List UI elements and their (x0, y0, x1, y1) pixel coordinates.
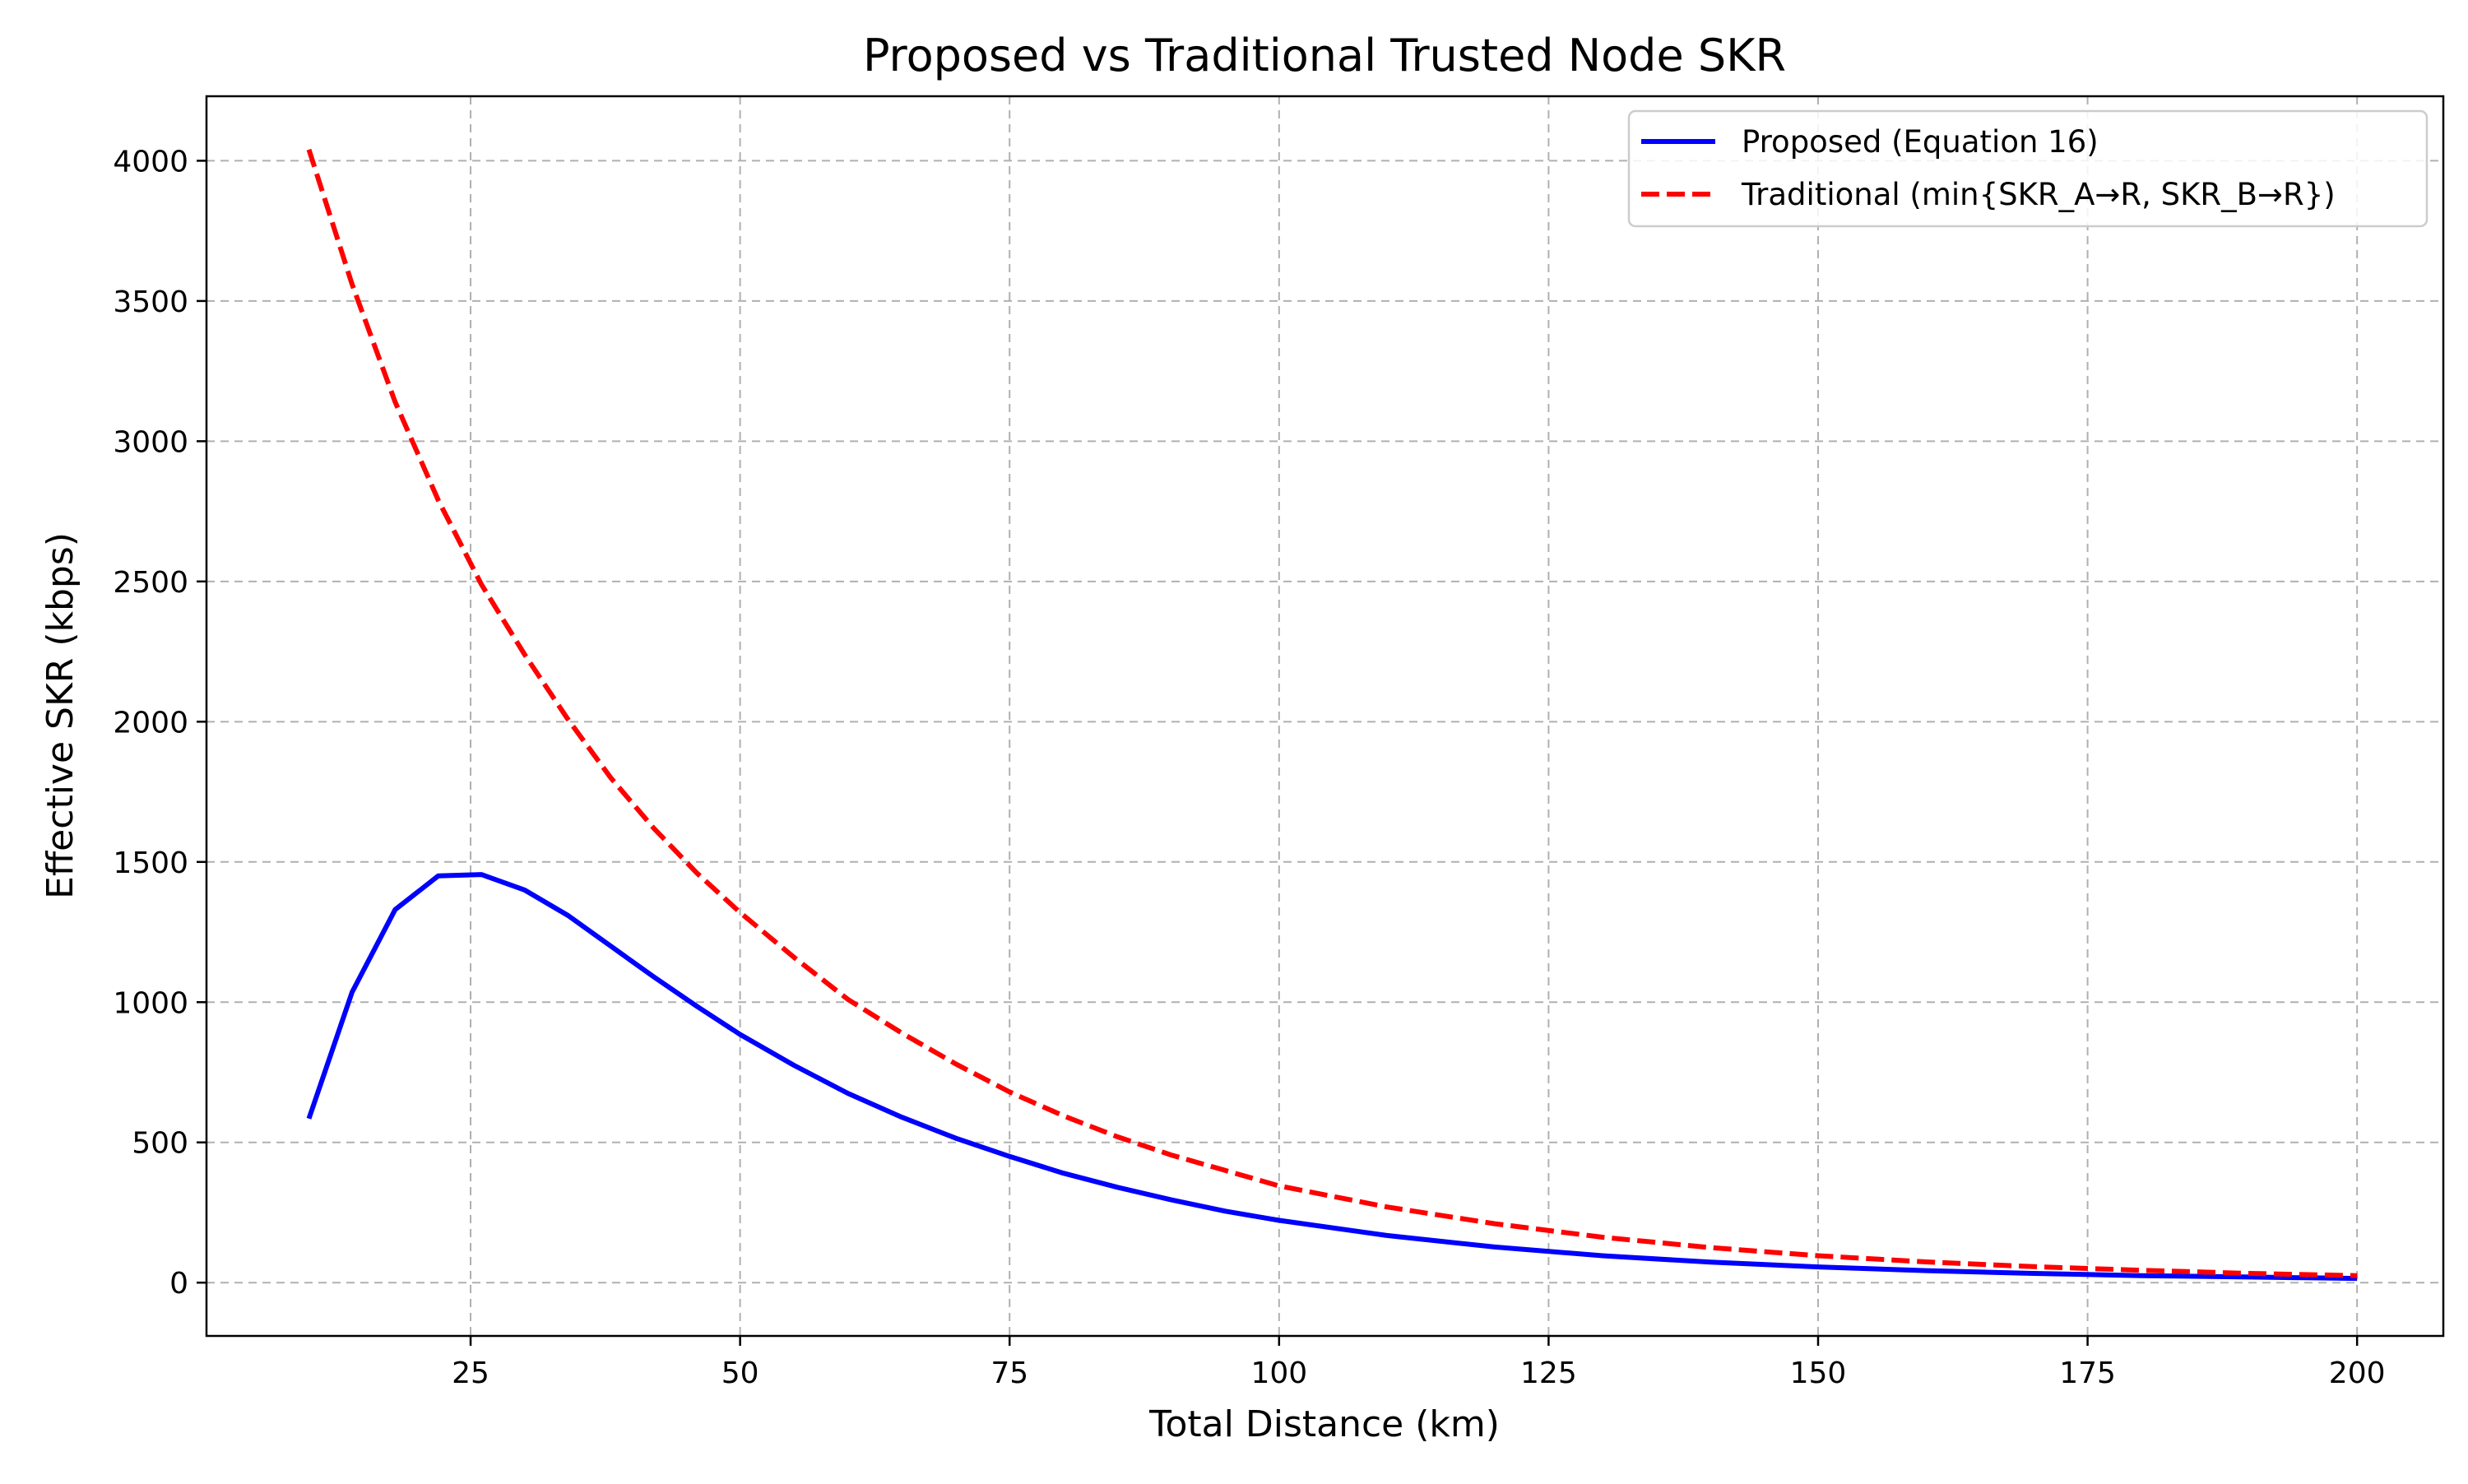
plot-frame (205, 95, 2445, 1338)
x-tick-label-125: 125 (1520, 1356, 1577, 1390)
legend-label-proposed: Proposed (Equation 16) (1742, 124, 2099, 160)
x-tick-label-200: 200 (2329, 1356, 2386, 1390)
grid-layer (206, 96, 2443, 1336)
series-layer (306, 148, 2358, 1282)
x-tick-label-25: 25 (452, 1356, 489, 1390)
series-line-1 (306, 148, 2358, 1278)
y-tick-label-3000: 3000 (113, 425, 188, 459)
series-line-0 (306, 872, 2358, 1282)
legend: Proposed (Equation 16) Traditional (min{… (1627, 109, 2429, 228)
y-axis-label: Effective SKR (kbps) (39, 532, 81, 899)
y-tick-label-1500: 1500 (113, 846, 188, 880)
y-tick-label-2000: 2000 (113, 706, 188, 740)
y-tick-label-4000: 4000 (113, 145, 188, 179)
y-tick-label-2500: 2500 (113, 566, 188, 600)
tick-layer: 25 50 75 100 125 150 175 2000500100015002000250… (113, 145, 2385, 1390)
x-tick-label-150: 150 (1790, 1356, 1847, 1390)
y-tick-label-3500: 3500 (113, 285, 188, 319)
x-tick-label-175: 175 (2059, 1356, 2116, 1390)
legend-label-traditional: Traditional (min{SKR_A→R, SKR_B→R}) (1741, 177, 2336, 212)
chart-title: Proposed vs Traditional Trusted Node SKR (863, 30, 1786, 81)
y-tick-label-0: 0 (169, 1267, 188, 1301)
y-tick-label-1000: 1000 (113, 986, 188, 1020)
legend-box (1627, 109, 2429, 228)
x-axis-label: Total Distance (km) (1148, 1403, 1500, 1445)
x-tick-label-50: 50 (721, 1356, 759, 1390)
x-tick-label-100: 100 (1250, 1356, 1307, 1390)
y-tick-label-500: 500 (132, 1127, 188, 1161)
x-tick-label-75: 75 (990, 1356, 1028, 1390)
